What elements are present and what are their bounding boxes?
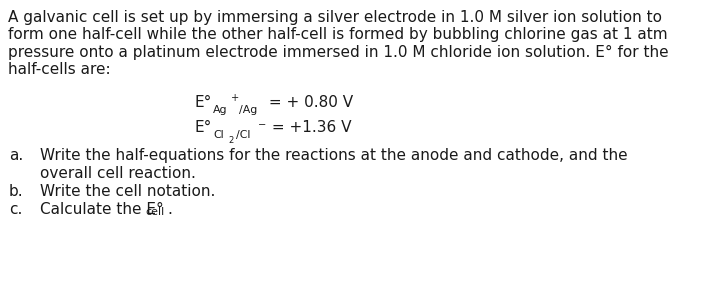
Text: Calculate the E°: Calculate the E° bbox=[40, 202, 164, 217]
Text: 2: 2 bbox=[228, 136, 233, 145]
Text: Ag: Ag bbox=[213, 105, 228, 115]
Text: c.: c. bbox=[9, 202, 22, 217]
Text: /Ag: /Ag bbox=[239, 105, 257, 115]
Text: A galvanic cell is set up by immersing a silver electrode in 1.0 M silver ion so: A galvanic cell is set up by immersing a… bbox=[8, 10, 662, 25]
Text: Cl: Cl bbox=[213, 130, 224, 140]
Text: +: + bbox=[231, 93, 239, 103]
Text: Write the half-equations for the reactions at the anode and cathode, and the: Write the half-equations for the reactio… bbox=[40, 148, 628, 163]
Text: −: − bbox=[258, 120, 266, 130]
Text: = +1.36 V: = +1.36 V bbox=[267, 120, 351, 135]
Text: cell: cell bbox=[145, 207, 164, 217]
Text: half-cells are:: half-cells are: bbox=[8, 62, 111, 78]
Text: a.: a. bbox=[9, 148, 23, 163]
Text: E°: E° bbox=[195, 120, 213, 135]
Text: = + 0.80 V: = + 0.80 V bbox=[264, 95, 353, 110]
Text: /Cl: /Cl bbox=[236, 130, 250, 140]
Text: E°: E° bbox=[195, 95, 213, 110]
Text: Write the cell notation.: Write the cell notation. bbox=[40, 184, 215, 199]
Text: pressure onto a platinum electrode immersed in 1.0 M chloride ion solution. E° f: pressure onto a platinum electrode immer… bbox=[8, 45, 668, 60]
Text: overall cell reaction.: overall cell reaction. bbox=[40, 166, 196, 181]
Text: b.: b. bbox=[9, 184, 23, 199]
Text: .: . bbox=[167, 202, 172, 217]
Text: form one half-cell while the other half-cell is formed by bubbling chlorine gas : form one half-cell while the other half-… bbox=[8, 28, 668, 42]
